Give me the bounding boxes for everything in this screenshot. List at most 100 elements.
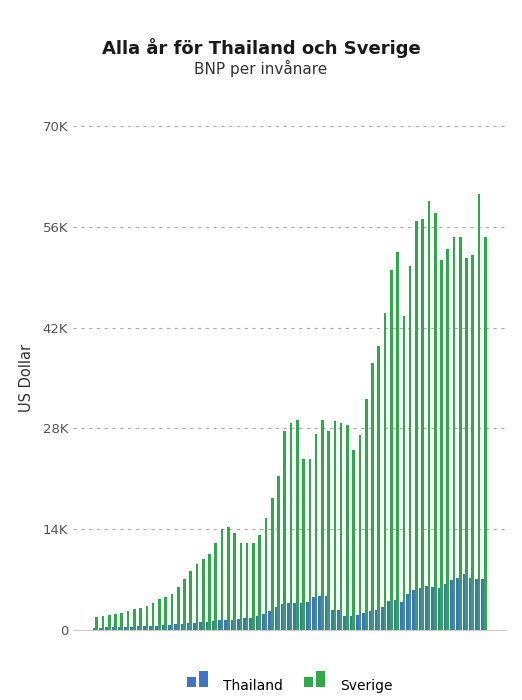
Bar	[315, 434, 317, 630]
Bar	[446, 249, 449, 630]
Bar	[444, 584, 446, 630]
Bar	[102, 616, 104, 630]
Bar	[189, 570, 192, 630]
Bar	[252, 543, 255, 630]
Bar	[369, 611, 371, 630]
Bar	[346, 425, 349, 630]
Bar	[290, 423, 292, 630]
Bar	[105, 627, 108, 630]
Bar	[465, 258, 468, 630]
Bar	[118, 627, 121, 630]
Bar	[265, 518, 267, 630]
Bar	[156, 626, 158, 630]
Text: Alla år för Thailand och Sverige: Alla år för Thailand och Sverige	[102, 38, 420, 59]
Bar	[375, 610, 377, 630]
Bar	[365, 400, 367, 630]
Bar	[233, 533, 236, 630]
Bar	[124, 626, 127, 630]
Bar	[309, 458, 311, 630]
Bar	[96, 617, 98, 630]
Bar	[318, 596, 321, 630]
Bar	[283, 431, 286, 630]
Bar	[206, 622, 208, 630]
Bar	[108, 615, 111, 630]
Bar	[331, 610, 334, 630]
Bar	[350, 616, 352, 630]
Bar	[237, 619, 240, 630]
Bar	[352, 450, 355, 630]
Bar	[440, 260, 443, 630]
Bar	[127, 611, 129, 630]
Bar	[250, 617, 252, 630]
Bar	[302, 459, 305, 630]
Bar	[164, 597, 167, 630]
Bar	[215, 542, 217, 630]
Bar	[199, 622, 202, 630]
Bar	[158, 599, 161, 630]
Bar	[212, 621, 215, 630]
Bar	[400, 603, 402, 630]
Bar	[240, 542, 242, 630]
Bar	[409, 266, 411, 630]
Bar	[478, 195, 480, 630]
Bar	[428, 201, 430, 630]
Bar	[387, 601, 390, 630]
Bar	[334, 421, 336, 630]
Bar	[415, 221, 418, 630]
Bar	[133, 610, 136, 630]
Bar	[462, 574, 465, 630]
Bar	[431, 587, 434, 630]
Bar	[453, 237, 455, 630]
Bar	[362, 613, 365, 630]
Bar	[218, 620, 221, 630]
Bar	[208, 554, 211, 630]
Bar	[221, 529, 223, 630]
Bar	[275, 608, 277, 630]
Bar	[243, 618, 246, 630]
Bar	[246, 543, 248, 630]
Bar	[171, 594, 173, 630]
Bar	[149, 626, 152, 630]
Bar	[371, 363, 374, 630]
Bar	[459, 237, 461, 630]
Bar	[325, 596, 327, 630]
Bar	[406, 594, 409, 630]
Bar	[381, 607, 384, 630]
Bar	[202, 559, 205, 630]
Bar	[412, 591, 415, 630]
Legend: Thailand, Sverige: Thailand, Sverige	[182, 672, 398, 699]
Bar	[287, 603, 290, 630]
Bar	[262, 614, 265, 630]
Bar	[437, 587, 440, 630]
Bar	[152, 603, 155, 630]
Bar	[359, 435, 361, 630]
Bar	[168, 625, 171, 630]
Bar	[114, 615, 117, 630]
Bar	[377, 346, 380, 630]
Bar	[121, 613, 123, 630]
Bar	[271, 498, 274, 630]
Bar	[227, 526, 230, 630]
Bar	[93, 628, 96, 630]
Bar	[231, 620, 233, 630]
Bar	[306, 601, 309, 630]
Bar	[469, 578, 471, 630]
Bar	[484, 237, 487, 630]
Bar	[258, 535, 261, 630]
Bar	[293, 603, 296, 630]
Bar	[456, 578, 459, 630]
Bar	[321, 419, 324, 630]
Bar	[137, 626, 139, 630]
Bar	[130, 626, 133, 630]
Bar	[300, 603, 302, 630]
Bar	[196, 564, 198, 630]
Bar	[162, 625, 164, 630]
Bar	[268, 611, 271, 630]
Bar	[481, 579, 484, 630]
Bar	[402, 316, 405, 630]
Bar	[181, 624, 183, 630]
Bar	[193, 623, 196, 630]
Bar	[187, 623, 189, 630]
Bar	[256, 617, 258, 630]
Bar	[340, 423, 342, 630]
